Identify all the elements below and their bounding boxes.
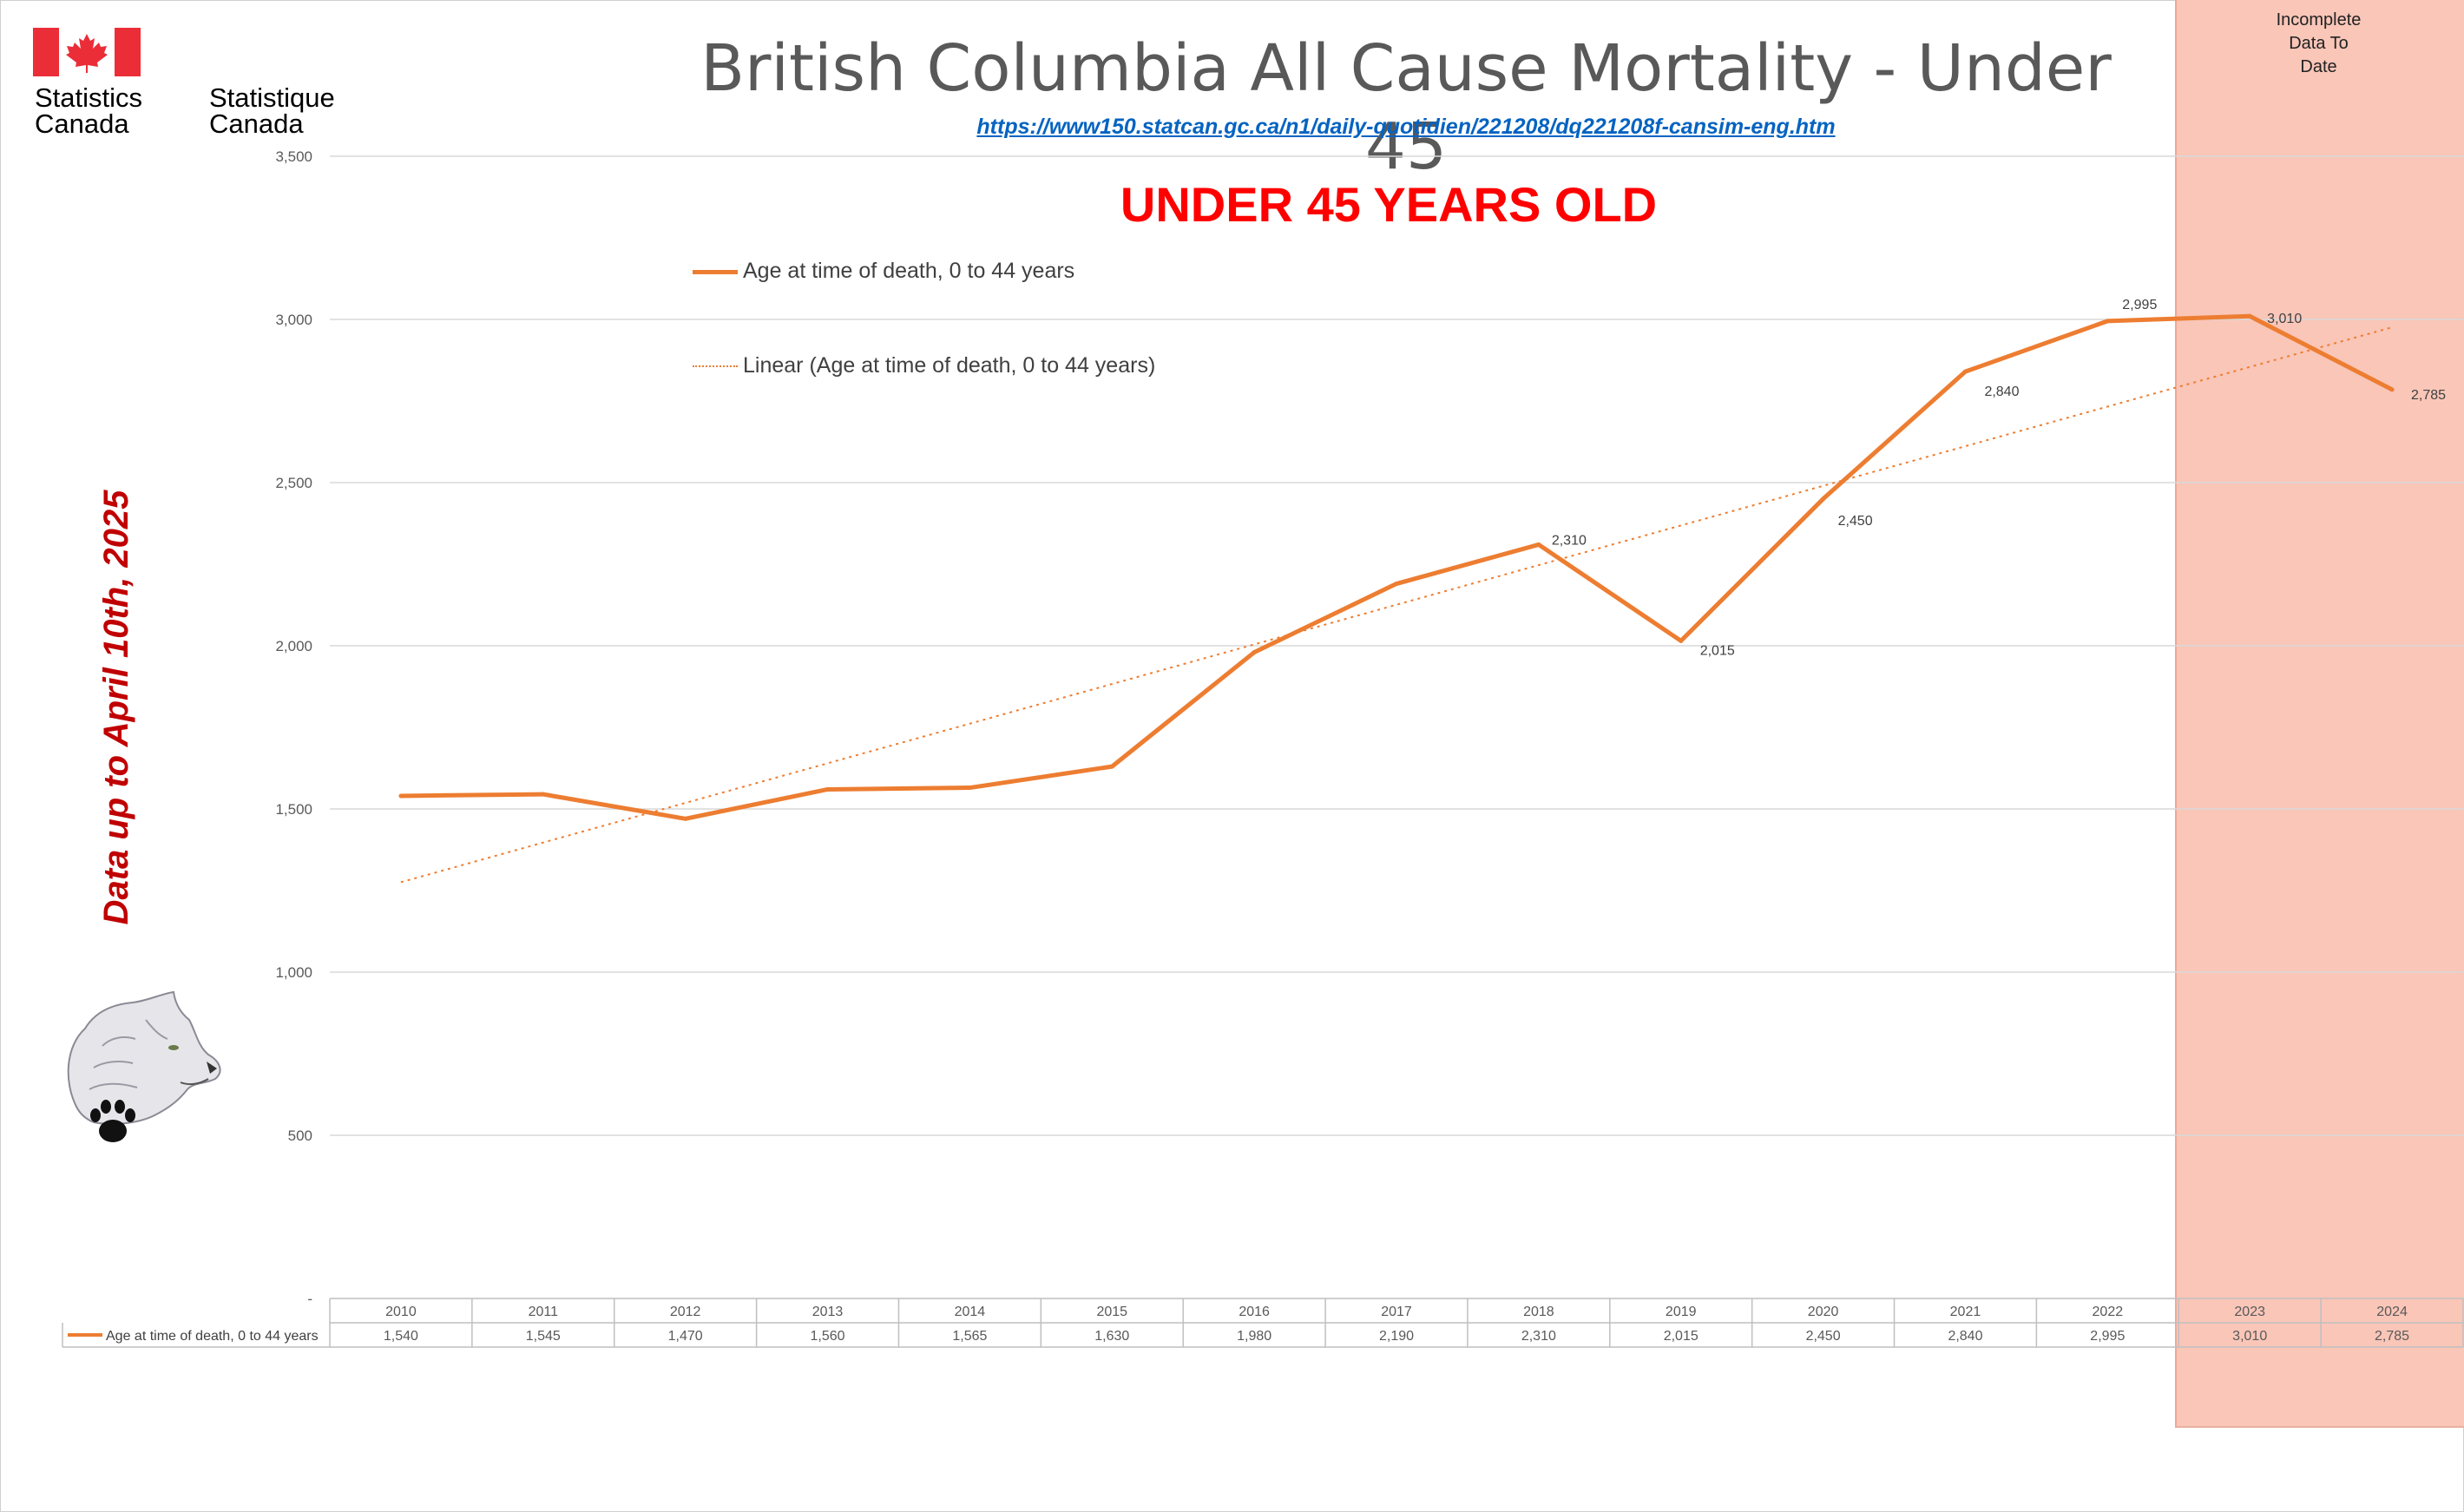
x-tick-label: 2024 <box>2376 1305 2408 1319</box>
y-tick-label: 500 <box>288 1127 312 1144</box>
x-tick-label: 2022 <box>2093 1305 2124 1319</box>
data-point <box>1821 496 1826 502</box>
table-value-cell: 1,560 <box>811 1329 845 1344</box>
canada-flag-icon <box>33 28 141 76</box>
y-tick-label: 2,500 <box>275 475 312 491</box>
wolf-drawing-icon <box>67 990 221 1142</box>
logo-english-text: Statistics Canada <box>35 82 143 139</box>
table-value-cell: 1,980 <box>1237 1329 1271 1344</box>
trendline <box>400 326 2393 884</box>
x-tick-label: 2014 <box>955 1305 986 1319</box>
data-label: 2,995 <box>2122 298 2157 312</box>
table-value-cell: 2,450 <box>1806 1329 1841 1344</box>
y-tick-label: 1,000 <box>275 964 312 981</box>
x-tick-label: 2017 <box>1381 1305 1412 1319</box>
legend-trendline-swatch <box>693 365 738 367</box>
legend-series-label: Age at time of death, 0 to 44 years <box>743 259 1075 283</box>
table-value-cell: 2,785 <box>2375 1329 2409 1344</box>
data-point <box>967 786 972 791</box>
x-tick-label: 2012 <box>670 1305 701 1319</box>
y-tick-label: 3,000 <box>275 312 312 328</box>
table-value-cell: 3,010 <box>2232 1329 2267 1344</box>
incomplete-data-label: Incomplete Data To Date <box>2276 10 2362 76</box>
data-point <box>683 816 688 821</box>
x-tick-label: 2015 <box>1096 1305 1127 1319</box>
table-value-cell: 2,310 <box>1521 1329 1556 1344</box>
data-point <box>2247 313 2252 319</box>
data-point <box>2105 319 2110 324</box>
source-link[interactable]: https://www150.statcan.gc.ca/n1/daily-qu… <box>976 115 1836 139</box>
legend-series-swatch <box>693 270 738 274</box>
x-tick-label: 2023 <box>2234 1305 2265 1319</box>
chart-heading: UNDER 45 YEARS OLD <box>1120 177 1658 232</box>
x-tick-label: 2018 <box>1523 1305 1554 1319</box>
data-point <box>541 792 546 797</box>
data-label: 2,015 <box>1700 643 1735 658</box>
x-tick-label: 2019 <box>1666 1305 1697 1319</box>
x-tick-label: 2016 <box>1239 1305 1270 1319</box>
data-point <box>1536 542 1541 547</box>
x-tick-label: 2010 <box>385 1305 417 1319</box>
table-value-cell: 1,565 <box>952 1329 987 1344</box>
table-value-cell: 1,470 <box>668 1329 703 1344</box>
table-value-cell: 1,540 <box>384 1329 418 1344</box>
table-row-header: Age at time of death, 0 to 44 years <box>106 1329 319 1344</box>
table-value-cell: 2,995 <box>2090 1329 2125 1344</box>
paw-print-icon <box>90 1100 135 1142</box>
table-value-cell: 1,630 <box>1094 1329 1129 1344</box>
data-point <box>1679 638 1684 643</box>
data-point <box>1962 369 1968 374</box>
table-value-cell: 2,840 <box>1948 1329 1982 1344</box>
y-tick-label: - <box>307 1291 312 1307</box>
data-label: 2,310 <box>1552 533 1587 548</box>
y-tick-label: 2,000 <box>275 638 312 654</box>
legend-trendline-label: Linear (Age at time of death, 0 to 44 ye… <box>743 353 1156 378</box>
x-tick-label: 2020 <box>1808 1305 1839 1319</box>
chart-title: British Columbia All Cause Mortality - U… <box>700 31 2112 184</box>
data-point <box>1109 764 1114 769</box>
data-label: 2,785 <box>2411 388 2446 403</box>
data-label: 3,010 <box>2267 312 2302 326</box>
data-label: 2,840 <box>1984 385 2019 399</box>
data-point <box>1252 650 1257 655</box>
table-value-cell: 2,190 <box>1379 1329 1414 1344</box>
logo-french-text: Statistique Canada <box>209 82 335 139</box>
x-tick-label: 2011 <box>529 1305 559 1319</box>
table-value-cell: 1,545 <box>526 1329 561 1344</box>
y-tick-label: 1,500 <box>275 801 312 818</box>
x-tick-label: 2013 <box>812 1305 844 1319</box>
y-tick-label: 3,500 <box>275 148 312 165</box>
data-point <box>825 786 831 792</box>
table-value-cell: 2,015 <box>1664 1329 1699 1344</box>
x-tick-label: 2021 <box>1950 1305 1981 1319</box>
series-line <box>400 313 2394 821</box>
data-point <box>1394 582 1399 587</box>
incomplete-data-band <box>2175 0 2464 1428</box>
data-point <box>398 793 404 799</box>
data-point <box>2389 387 2395 392</box>
data-label: 2,450 <box>1838 514 1873 529</box>
